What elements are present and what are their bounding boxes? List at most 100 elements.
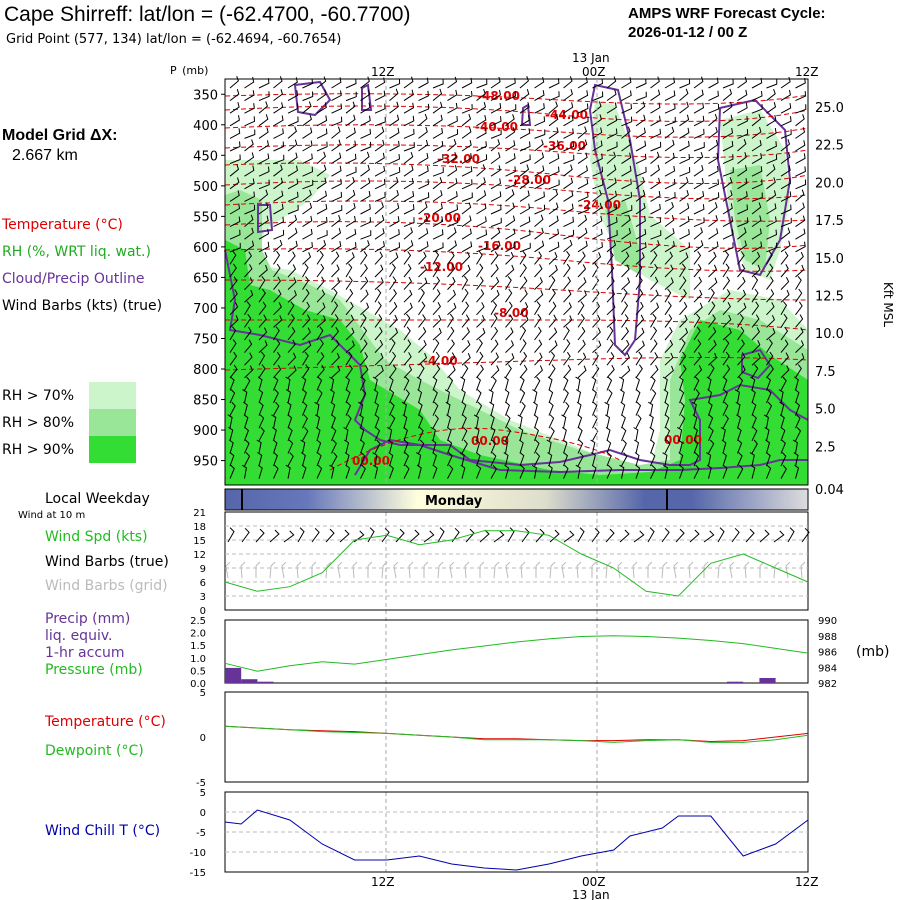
wind-barb	[258, 202, 269, 215]
cloud-outline-right	[716, 98, 792, 277]
wind-barb	[795, 153, 806, 165]
wind-barb	[519, 102, 530, 114]
wind-barb	[388, 376, 394, 391]
wind-barb	[606, 439, 612, 454]
surface-barb-grid	[673, 561, 679, 579]
precip-bar	[241, 679, 258, 683]
wind-barb	[488, 389, 494, 404]
wind-barb	[302, 166, 314, 177]
wind-barb	[490, 376, 497, 391]
wind-barb	[693, 240, 704, 253]
wind-barb	[417, 401, 423, 416]
wind-barb	[650, 376, 656, 391]
wind-barb	[490, 178, 502, 190]
wind-barb	[273, 203, 284, 215]
wind-barb	[490, 251, 499, 265]
surface-barb-true	[269, 529, 280, 543]
wind-barb	[374, 288, 382, 303]
wind-barb	[592, 153, 603, 165]
wind-barb	[737, 165, 748, 177]
wind-barb	[795, 275, 802, 290]
wind-barb	[793, 452, 799, 467]
wind-barb	[751, 153, 763, 165]
wind-barb	[316, 263, 325, 278]
wind-barb	[606, 339, 614, 353]
wind-barb	[635, 376, 640, 391]
wind-barb	[418, 352, 428, 366]
wind-barb	[432, 364, 441, 379]
wind-barb	[489, 401, 495, 416]
wind-barb	[461, 288, 469, 303]
wind-barb	[751, 139, 762, 152]
wind-barb	[794, 376, 799, 391]
wind-barb	[244, 103, 255, 114]
wind-barb	[735, 401, 741, 416]
wind-barb	[345, 101, 356, 114]
wind-barb	[403, 276, 413, 290]
wind-barb	[273, 102, 284, 114]
wind-barb	[563, 452, 568, 467]
wind-barb	[664, 288, 672, 303]
wind-barb	[244, 90, 255, 102]
wind-barb	[621, 365, 631, 379]
precip-bar	[257, 681, 274, 683]
wind-barb	[534, 139, 544, 152]
wind-barb	[476, 289, 485, 303]
wind-barb	[505, 251, 514, 265]
wind-barb	[693, 365, 703, 379]
wind-barb	[708, 352, 718, 366]
wind-barb	[389, 127, 400, 139]
wind-barb	[273, 216, 284, 228]
surface-barb-grid	[703, 561, 709, 578]
wind-barb	[577, 240, 588, 253]
wind-barb	[519, 289, 528, 303]
wind-barb	[635, 202, 646, 215]
wind-barb	[389, 88, 399, 101]
wind-barb	[244, 290, 254, 303]
wind-barb	[374, 241, 385, 253]
wind-barb	[432, 216, 444, 228]
wind-barb	[737, 276, 746, 290]
wind-barb	[606, 76, 617, 89]
wind-barb	[229, 229, 241, 240]
wind-barb	[679, 301, 688, 316]
wind-barb	[575, 464, 581, 479]
wind-barb	[592, 364, 600, 379]
wind-barb	[548, 264, 558, 278]
wind-barb	[316, 128, 328, 139]
wind-barb	[258, 215, 269, 228]
surface-barb-true	[801, 527, 810, 543]
surface-barb-true	[731, 527, 740, 543]
wind-barb	[345, 114, 356, 127]
wind-barb	[650, 302, 660, 316]
wind-barb	[577, 264, 587, 278]
wind-barb	[360, 251, 368, 265]
wind-tick-label: 12	[193, 550, 206, 561]
wind-barb	[577, 326, 586, 341]
wind-barb	[650, 389, 657, 404]
wind-barb	[708, 314, 716, 328]
pressure-tick-label: 850	[193, 394, 218, 409]
wind-barb	[750, 389, 756, 404]
wind-tick-label: 9	[200, 564, 206, 575]
wind-barb	[403, 339, 412, 353]
wind-barb	[649, 426, 655, 441]
wind-barb	[374, 165, 386, 177]
wind-barb	[461, 364, 469, 379]
wind-barb	[301, 452, 306, 467]
wind-barb	[432, 314, 442, 328]
wind-barb	[737, 452, 743, 467]
wind-barb	[403, 302, 413, 316]
surface-barb-grid	[647, 561, 653, 578]
wind-barb	[302, 78, 314, 89]
wind-barb	[461, 301, 470, 316]
wind-barb	[693, 439, 699, 454]
wind-barb	[563, 401, 570, 416]
wind-barb	[531, 464, 537, 479]
wind-barb	[302, 140, 313, 152]
wind-barb	[664, 192, 676, 202]
wind-barb	[563, 276, 572, 290]
wind-barb	[693, 289, 703, 303]
wind-barb	[519, 242, 531, 253]
wind-barb	[751, 301, 760, 316]
